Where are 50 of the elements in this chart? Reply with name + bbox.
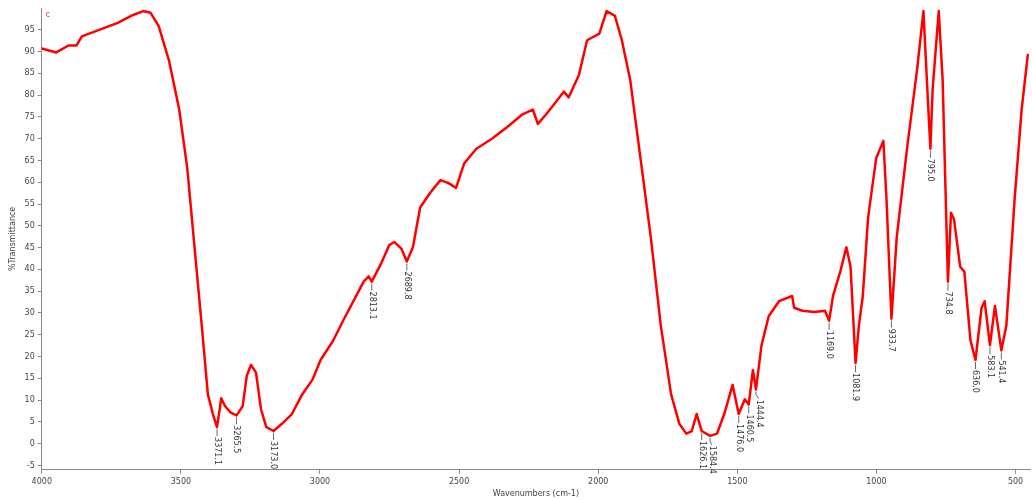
annotation: 636.0 (971, 370, 981, 393)
y-tick-label: 20 (24, 351, 35, 361)
y-tick-label: 65 (24, 155, 35, 165)
y-tick-label: 40 (24, 264, 35, 274)
annotation: 1081.9 (851, 373, 861, 402)
annotation: 583.1 (985, 355, 995, 379)
y-tick-label: 0 (29, 438, 35, 448)
y-tick-label: 55 (24, 199, 35, 209)
annotation: 2813.1 (367, 291, 377, 320)
x-axis-title: Wavenumbers (cm-1) (492, 489, 580, 499)
annotation: 1169.0 (825, 330, 835, 359)
annotation: 795.0 (926, 158, 936, 182)
x-tick-label: 2500 (448, 476, 470, 486)
x-tick-label: 1500 (727, 476, 748, 486)
y-tick-label: 60 (24, 177, 35, 187)
x-tick-label: 3500 (170, 476, 192, 486)
y-tick-label: 45 (24, 242, 35, 252)
annotation: 1476.0 (734, 424, 744, 453)
annotation: 3371.1 (212, 437, 222, 466)
annotation: 3265.5 (232, 425, 242, 454)
y-tick-label: 25 (24, 329, 35, 339)
annotation: c (45, 10, 51, 20)
y-tick-label: 70 (24, 133, 35, 143)
y-tick-label: -5 (26, 460, 35, 470)
x-tick-label: 1000 (866, 476, 887, 486)
annotation: 933.7 (887, 328, 897, 352)
annotation: 541.4 (997, 360, 1007, 384)
y-tick-label: 50 (24, 220, 35, 230)
annotation: 2689.8 (402, 271, 412, 300)
annotation: 3173.0 (269, 441, 279, 470)
y-tick-label: 75 (24, 111, 35, 121)
y-axis-title: %Transmittance (7, 206, 17, 272)
y-tick-label: 35 (24, 286, 35, 296)
annotation: 1584.4 (707, 445, 717, 474)
y-tick-label: 30 (24, 308, 35, 318)
y-tick-label: 80 (24, 90, 35, 100)
y-tick-label: 95 (24, 24, 35, 34)
annotation: 1444.4 (754, 399, 764, 428)
annotation: 1460.5 (744, 414, 754, 443)
annotation: 1626.1 (697, 441, 707, 470)
y-tick-label: 85 (24, 68, 35, 78)
y-tick-label: 90 (24, 46, 35, 56)
x-tick-label: 3000 (309, 476, 331, 486)
y-tick-label: 15 (24, 373, 35, 383)
x-tick-label: 2000 (588, 476, 609, 486)
y-tick-label: 5 (29, 416, 35, 426)
x-tick-label: 500 (1007, 476, 1024, 486)
annotation: 734.8 (943, 291, 953, 315)
x-tick-label: 4000 (31, 476, 52, 486)
y-tick-label: 10 (24, 395, 35, 405)
